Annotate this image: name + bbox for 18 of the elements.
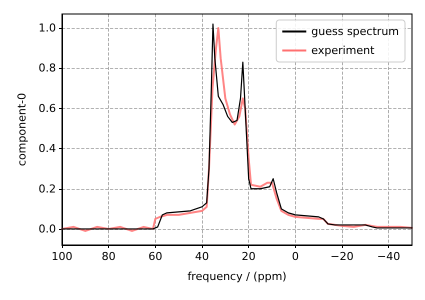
y-tick-label: 0.2 — [38, 182, 56, 196]
y-tick-label: 0.0 — [38, 222, 56, 236]
y-tick-label: 0.6 — [38, 102, 56, 115]
x-axis-title: frequency / (ppm) — [187, 270, 287, 283]
x-tick-label: 60 — [148, 250, 162, 263]
x-tick-label: −40 — [377, 250, 400, 263]
legend-label: guess spectrum — [311, 25, 400, 38]
x-tick-label: 20 — [242, 250, 256, 263]
y-tick-label: 0.8 — [38, 62, 56, 75]
x-tick-label: −20 — [330, 250, 354, 263]
y-tick-label: 0.4 — [38, 142, 56, 156]
x-tick-label: 80 — [102, 250, 116, 263]
legend-label: experiment — [311, 44, 376, 57]
x-tick-label: 100 — [52, 250, 72, 263]
y-tick-label: 1.0 — [38, 22, 56, 35]
x-tick-label: 40 — [195, 250, 209, 263]
x-tick-label: 0 — [292, 250, 299, 263]
y-axis-title: component-0 — [16, 92, 29, 166]
